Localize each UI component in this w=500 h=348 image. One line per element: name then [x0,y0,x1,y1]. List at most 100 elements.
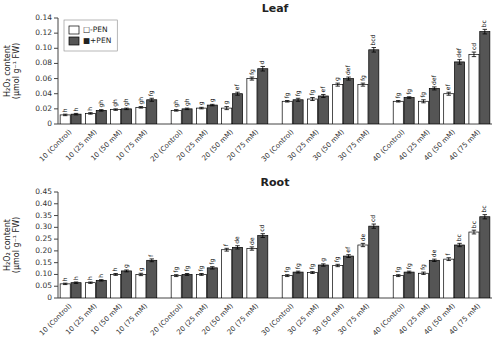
y-tick-label: 0 [47,293,52,302]
y-tick-label: 0.08 [35,58,52,67]
bar [429,88,439,124]
error-bar [457,243,461,246]
annotation: g [197,101,205,105]
annotation: fg [197,265,205,271]
error-bar [472,230,476,234]
annotation: g [333,77,341,81]
bar [429,260,439,298]
x-tick-label: 30 (75 mM) [337,128,372,163]
error-bar [372,48,376,53]
y-tick-label: 0 [47,119,52,128]
annotation: bcd [369,34,376,45]
y-tick [54,298,58,299]
legend-label: ■+PEN [83,36,111,45]
bar [111,110,121,124]
error-bar [63,114,67,116]
y-tick-label: 0.15 [35,258,52,267]
y-tick [54,227,58,228]
annotation: fg [147,90,155,96]
annotation: cd [470,43,477,50]
error-bar [361,83,365,86]
annotation: fg [308,264,316,270]
bar [344,79,354,124]
bar [207,268,217,298]
annotation: de [248,237,255,245]
annotation: fg [183,265,191,271]
bar [393,276,403,298]
bar [293,272,303,298]
annotation: ef [344,246,351,253]
annotation: fg [294,90,302,96]
annotation: gh [137,97,145,105]
bar [404,272,414,298]
bar [258,69,268,124]
x-tick-label: 40 (75 mM) [448,302,483,337]
annotation: ef [444,84,451,91]
bar [222,250,232,298]
bar [60,115,70,124]
y-tick-label: 0.10 [35,43,52,52]
bar [258,236,268,298]
chart-root: LeafH₂O₂ content(µmol g⁻¹ FW)00.020.040.… [0,0,500,348]
bar [282,101,292,124]
y-tick-label: 0.02 [35,104,52,113]
annotation: fg [405,263,413,269]
y-tick [54,124,58,125]
y-tick [54,78,58,79]
bar [344,256,354,298]
y-axis-line [58,18,59,124]
y-axis-label-line: H₂O₂ content [3,219,12,271]
annotation: fg [172,267,180,273]
y-tick [54,108,58,109]
error-bar [483,29,487,34]
bar [282,276,292,298]
error-bar [472,52,476,57]
bar [247,79,257,124]
y-tick-label: 0.20 [35,246,52,255]
error-bar [396,275,400,277]
error-bar [150,259,154,262]
error-bar [139,107,143,109]
y-tick [54,215,58,216]
annotation: h [86,107,93,111]
error-bar [346,77,350,80]
error-bar [88,113,92,115]
error-bar [150,98,154,101]
y-tick-label: 0.12 [35,28,52,37]
x-tick-label: 40 (75 mM) [448,128,483,163]
bar [358,245,368,298]
bars [60,29,490,124]
x-tick-label: 20 (75 mM) [226,128,261,163]
error-bar [88,282,92,283]
annotation: g [319,258,327,262]
annotation: h [86,276,93,280]
error-bar [335,264,339,266]
bar [369,50,379,124]
annotation: gh [183,98,191,106]
annotation: h [72,276,79,280]
annotation: de [233,236,240,244]
bar [333,85,343,124]
error-bar [407,97,411,99]
bar [207,105,217,124]
error-bar [250,77,254,80]
annotation: g [122,264,130,268]
bar [85,283,95,298]
error-bar [261,234,265,238]
bar [71,114,81,124]
bar [469,232,479,298]
y-axis-label-line: (µmol g⁻¹ FW) [12,217,21,273]
y-tick [54,192,58,193]
bar [480,217,490,298]
bar [293,100,303,124]
annotation: g [208,98,216,102]
annotation: def [430,74,437,85]
bar [369,226,379,298]
bar [455,62,465,124]
bar [358,85,368,124]
annotation: ef [319,86,326,93]
annotation: g [137,267,145,271]
annotation: fg [394,92,402,98]
y-tick-label: 0.35 [35,211,52,220]
bar [147,260,157,298]
